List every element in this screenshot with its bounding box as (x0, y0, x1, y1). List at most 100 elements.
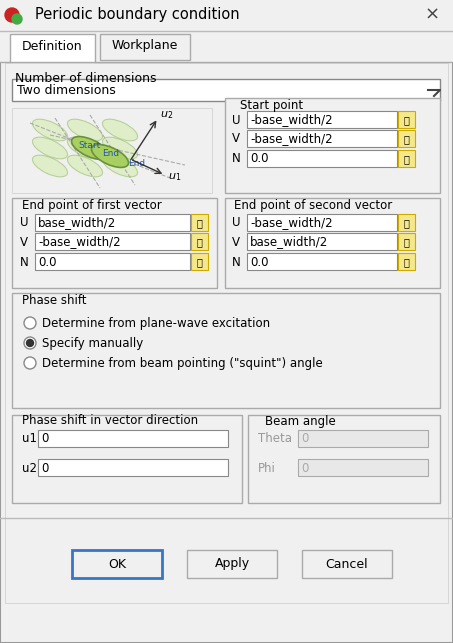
Bar (38, 459, 228, 476)
Bar (100, 34, 190, 60)
Text: Phase shift: Phase shift (22, 293, 87, 307)
Circle shape (5, 8, 19, 22)
Text: 🔓: 🔓 (403, 134, 409, 144)
Text: V: V (20, 235, 28, 248)
Text: OK: OK (108, 557, 126, 570)
Text: base_width/2: base_width/2 (38, 217, 116, 230)
Bar (248, 415, 440, 503)
Text: 0: 0 (301, 462, 308, 475)
Text: Apply: Apply (214, 557, 250, 570)
Text: Periodic boundary condition: Periodic boundary condition (35, 8, 240, 23)
Text: -base_width/2: -base_width/2 (250, 217, 333, 230)
Bar (35, 233, 190, 250)
Text: Start point: Start point (240, 98, 303, 111)
Ellipse shape (102, 137, 138, 159)
Text: $u_1$: $u_1$ (168, 171, 181, 183)
Text: Two dimensions: Two dimensions (17, 84, 116, 96)
Text: Phase shift in vector direction: Phase shift in vector direction (22, 415, 198, 428)
Circle shape (12, 14, 22, 24)
Text: Specify manually: Specify manually (42, 336, 143, 350)
Text: -base_width/2: -base_width/2 (250, 114, 333, 127)
Bar (191, 214, 208, 231)
Text: N: N (232, 152, 241, 165)
Text: 0: 0 (301, 433, 308, 446)
Text: base_width/2: base_width/2 (250, 235, 328, 248)
Bar (247, 233, 397, 250)
Circle shape (26, 340, 34, 347)
Bar (12, 198, 217, 288)
Text: End: End (102, 149, 119, 158)
Bar (247, 253, 397, 270)
Bar (191, 253, 208, 270)
Bar (398, 253, 415, 270)
Ellipse shape (67, 137, 102, 159)
Text: U: U (20, 217, 29, 230)
Text: N: N (20, 255, 29, 269)
Circle shape (24, 337, 36, 349)
Text: Determine from beam pointing ("squint") angle: Determine from beam pointing ("squint") … (42, 356, 323, 370)
Text: Number of dimensions: Number of dimensions (15, 73, 156, 86)
Text: Phi: Phi (258, 462, 276, 475)
Bar (191, 233, 208, 250)
Text: End point of first vector: End point of first vector (22, 199, 162, 212)
Text: U: U (232, 114, 241, 127)
Bar (225, 98, 440, 193)
Ellipse shape (102, 119, 138, 141)
Bar (0, 0, 453, 30)
Bar (12, 293, 440, 408)
Text: 0.0: 0.0 (250, 255, 269, 269)
Bar (247, 150, 397, 167)
Bar (298, 459, 428, 476)
Bar (5, 63, 448, 603)
Bar (12, 415, 242, 503)
Text: U: U (232, 217, 241, 230)
Text: Theta: Theta (258, 433, 292, 446)
Text: 🔓: 🔓 (196, 218, 202, 228)
Text: 🔓: 🔓 (403, 154, 409, 164)
Bar (35, 214, 190, 231)
Bar (12, 108, 212, 193)
Bar (298, 430, 428, 447)
Text: 0: 0 (41, 433, 48, 446)
Bar (35, 253, 190, 270)
Bar (398, 150, 415, 167)
Ellipse shape (33, 137, 67, 159)
Bar (302, 550, 392, 578)
Text: 🔓: 🔓 (403, 237, 409, 247)
Text: 🔓: 🔓 (403, 257, 409, 267)
Circle shape (24, 357, 36, 369)
Bar (10, 34, 95, 62)
Circle shape (24, 317, 36, 329)
Text: V: V (232, 235, 240, 248)
Bar (247, 130, 397, 147)
Ellipse shape (102, 155, 138, 177)
Ellipse shape (33, 155, 67, 177)
Text: 🔓: 🔓 (196, 257, 202, 267)
Bar (398, 233, 415, 250)
Ellipse shape (33, 119, 67, 141)
Ellipse shape (92, 145, 129, 167)
Bar (398, 214, 415, 231)
Ellipse shape (67, 119, 102, 141)
Bar (12, 79, 440, 101)
Ellipse shape (67, 155, 102, 177)
Bar (247, 111, 397, 128)
Text: 🔓: 🔓 (403, 115, 409, 125)
Bar (398, 130, 415, 147)
Text: u1: u1 (22, 433, 37, 446)
Text: 0: 0 (41, 462, 48, 475)
Text: Definition: Definition (22, 41, 82, 53)
Bar (38, 430, 228, 447)
Bar (0, 30, 453, 63)
Text: u2: u2 (22, 462, 37, 475)
Text: Cancel: Cancel (326, 557, 368, 570)
Text: 0.0: 0.0 (38, 255, 57, 269)
Text: 🔓: 🔓 (196, 237, 202, 247)
Bar (225, 198, 440, 288)
Bar (247, 214, 397, 231)
Text: End: End (128, 159, 145, 167)
Text: V: V (232, 132, 240, 145)
Text: N: N (232, 255, 241, 269)
Bar (187, 550, 277, 578)
Bar (398, 111, 415, 128)
